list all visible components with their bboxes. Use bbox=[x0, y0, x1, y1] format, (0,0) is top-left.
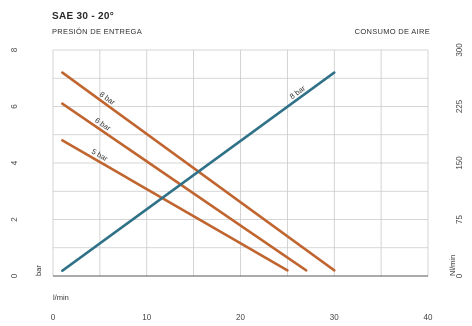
grid bbox=[52, 49, 429, 277]
y-right-tick-label: 150 bbox=[455, 156, 464, 170]
y-left-axis-label: bar bbox=[34, 265, 43, 276]
x-tick-label: 10 bbox=[142, 313, 151, 322]
x-axis-label: l/min bbox=[53, 293, 69, 302]
pressure-line bbox=[61, 139, 289, 272]
right-subtitle: CONSUMO DE AIRE bbox=[355, 27, 430, 36]
y-left-tick-label: 4 bbox=[10, 160, 19, 165]
left-subtitle: PRESIÓN DE ENTREGA bbox=[52, 27, 142, 36]
y-right-tick-label: 0 bbox=[455, 273, 464, 278]
y-right-axis-label: Nl/min bbox=[448, 255, 457, 276]
tick-labels: 0 2 4 6 8 0 75 150 225 300 0 10 20 30 40 bbox=[10, 43, 464, 322]
y-right-tick-label: 75 bbox=[455, 215, 464, 224]
y-right-tick-label: 225 bbox=[455, 99, 464, 113]
chart-title: SAE 30 - 20° bbox=[52, 11, 114, 22]
pressure-line bbox=[61, 102, 308, 272]
y-left-tick-label: 6 bbox=[10, 104, 19, 109]
y-left-tick-label: 8 bbox=[10, 47, 19, 52]
x-tick-label: 40 bbox=[424, 313, 433, 322]
air-consumption-line bbox=[61, 71, 336, 273]
x-tick-label: 0 bbox=[51, 313, 56, 322]
y-left-tick-label: 0 bbox=[10, 273, 19, 278]
y-left-tick-label: 2 bbox=[10, 217, 19, 222]
x-tick-label: 30 bbox=[330, 313, 339, 322]
x-tick-label: 20 bbox=[236, 313, 245, 322]
y-right-tick-label: 300 bbox=[455, 43, 464, 57]
